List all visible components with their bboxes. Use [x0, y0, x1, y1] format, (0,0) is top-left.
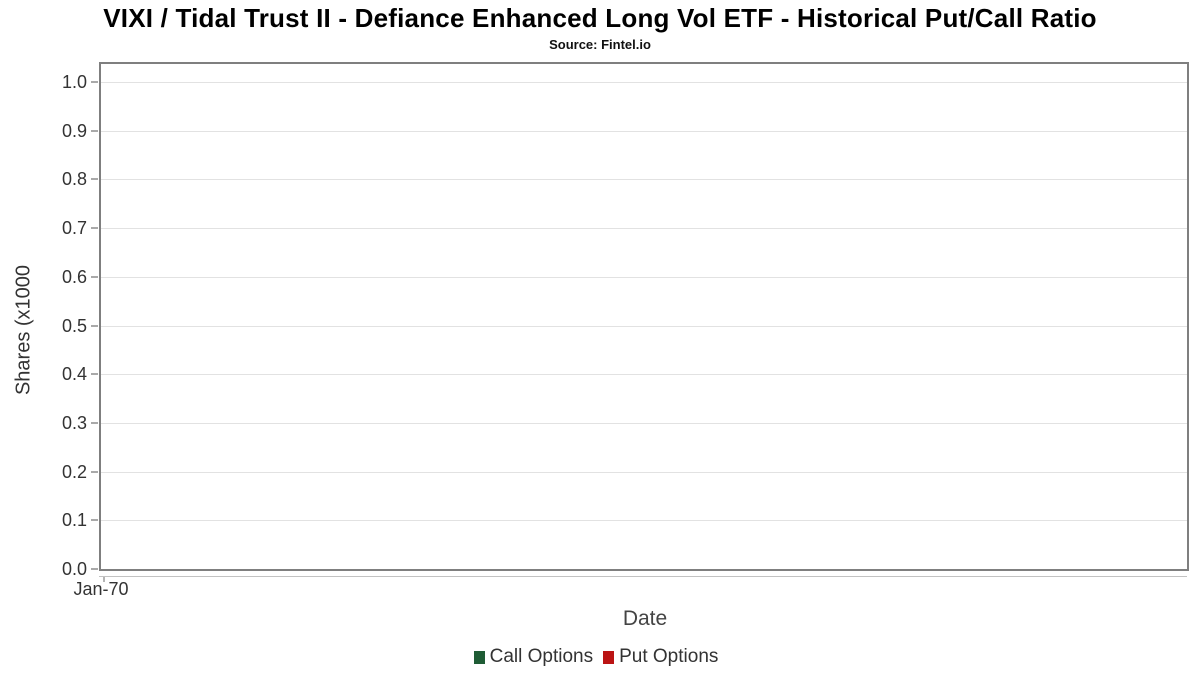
y-tick-mark-0.2 — [91, 470, 98, 473]
gridline-y-0.8 — [101, 179, 1187, 181]
y-tick-label-0.5: 0.5 — [61, 315, 87, 336]
x-axis-line — [99, 576, 1187, 577]
y-tick-mark-0.1 — [91, 519, 98, 522]
gridline-y-1.0 — [101, 82, 1187, 83]
gridline-y-0.2 — [101, 471, 1187, 473]
gridline-y-0.6 — [101, 276, 1187, 278]
y-tick-mark-0.6 — [91, 275, 98, 278]
gridline-y-0.9 — [101, 130, 1187, 132]
y-tick-mark-0.3 — [91, 421, 98, 424]
y-tick-label-0.0: 0.0 — [61, 559, 87, 579]
y-tick-label-0.6: 0.6 — [61, 266, 87, 287]
y-tick-label-0.1: 0.1 — [61, 510, 87, 531]
legend-swatch-icon — [473, 650, 485, 664]
y-tick-mark-0.7 — [91, 227, 98, 230]
y-tick-label-1.0: 1.0 — [61, 72, 87, 92]
y-tick-label-0.9: 0.9 — [61, 120, 87, 141]
x-tick-label: Jan-70 — [73, 579, 129, 599]
y-tick-label-0.4: 0.4 — [61, 364, 87, 385]
y-axis-title: Shares (x1000 — [12, 264, 35, 396]
chart-subtitle: Source: Fintel.io — [549, 37, 651, 52]
y-tick-mark-0.8 — [91, 178, 98, 181]
gridline-y-0.1 — [101, 520, 1187, 522]
y-tick-mark-1.0 — [91, 81, 98, 83]
gridline-y-0.3 — [101, 422, 1187, 424]
y-tick-mark-0.4 — [91, 373, 98, 376]
legend-swatch-icon — [603, 650, 615, 664]
gridline-y-0.4 — [101, 374, 1187, 376]
legend-item-call-options: Call Options — [473, 646, 594, 668]
y-tick-mark-0.5 — [91, 324, 98, 327]
y-tick-label-0.3: 0.3 — [61, 412, 87, 433]
x-tick-mark — [103, 577, 105, 582]
chart-title: VIXI / Tidal Trust II - Defiance Enhance… — [103, 3, 1097, 33]
y-tick-label-0.7: 0.7 — [61, 218, 87, 239]
gridline-y-0.5 — [101, 325, 1187, 327]
gridline-y-0.7 — [101, 228, 1187, 230]
legend-label: Call Options — [489, 646, 594, 667]
y-tick-label-0.8: 0.8 — [61, 169, 87, 190]
x-axis-title: Date — [622, 607, 668, 630]
legend: Call Options Put Options — [0, 646, 1192, 668]
y-tick-mark-0.9 — [91, 129, 98, 132]
plot-area — [99, 62, 1189, 571]
y-tick-label-0.2: 0.2 — [61, 461, 87, 482]
legend-label: Put Options — [619, 646, 719, 667]
legend-item-put-options: Put Options — [603, 646, 718, 668]
y-tick-mark-0.0 — [91, 568, 98, 570]
